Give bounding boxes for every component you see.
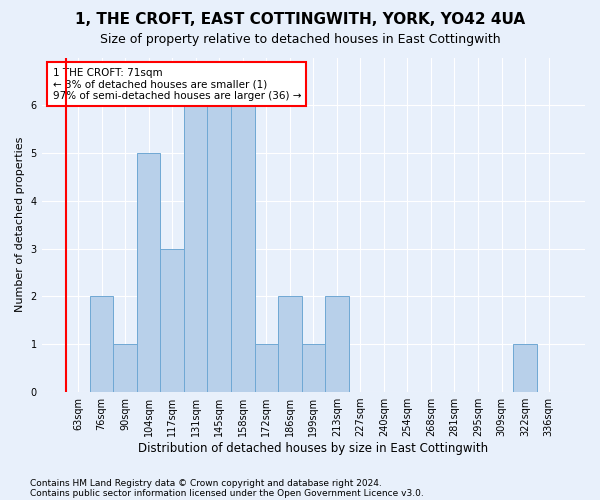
Y-axis label: Number of detached properties: Number of detached properties (15, 137, 25, 312)
Bar (278, 296, 302, 392)
Text: Contains public sector information licensed under the Open Government Licence v3: Contains public sector information licen… (30, 488, 424, 498)
Bar (254, 344, 278, 392)
Bar (113, 344, 137, 392)
Text: Size of property relative to detached houses in East Cottingwith: Size of property relative to detached ho… (100, 32, 500, 46)
Bar (513, 344, 537, 392)
Text: Contains HM Land Registry data © Crown copyright and database right 2024.: Contains HM Land Registry data © Crown c… (30, 478, 382, 488)
Bar (160, 248, 184, 392)
Bar (90, 296, 113, 392)
Bar (325, 296, 349, 392)
Text: 1, THE CROFT, EAST COTTINGWITH, YORK, YO42 4UA: 1, THE CROFT, EAST COTTINGWITH, YORK, YO… (75, 12, 525, 28)
Bar (302, 344, 325, 392)
Bar (184, 106, 208, 392)
Bar (137, 153, 160, 392)
Text: 1 THE CROFT: 71sqm
← 3% of detached houses are smaller (1)
97% of semi-detached : 1 THE CROFT: 71sqm ← 3% of detached hous… (53, 68, 301, 100)
Bar (208, 106, 231, 392)
Bar (231, 106, 254, 392)
X-axis label: Distribution of detached houses by size in East Cottingwith: Distribution of detached houses by size … (138, 442, 488, 455)
